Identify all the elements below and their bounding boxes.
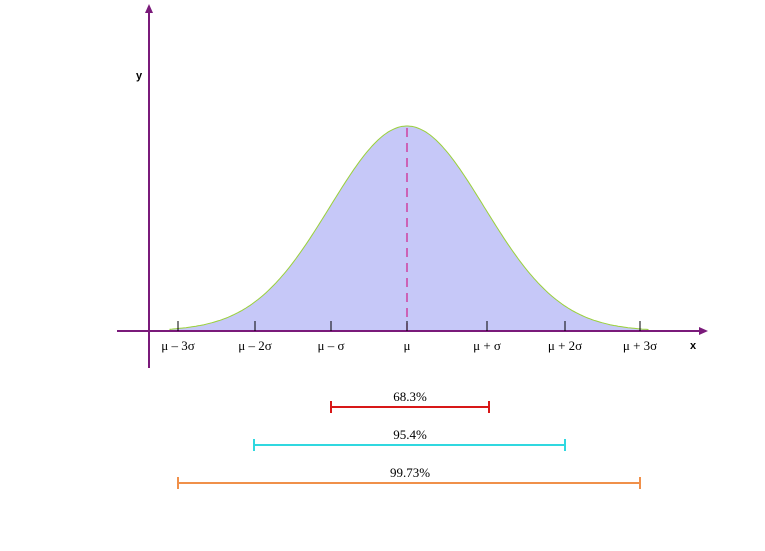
- x-tick-label: μ + 2σ: [548, 338, 582, 353]
- x-ticks: μ – 3σ μ – 2σ μ – σ μ μ + σ μ + 2σ μ + 3σ: [161, 321, 657, 353]
- x-tick-label: μ – 2σ: [238, 338, 271, 353]
- y-axis-arrow: [145, 4, 153, 13]
- interval-label: 68.3%: [393, 389, 427, 404]
- x-tick-label: μ + σ: [473, 338, 501, 353]
- x-tick-label: μ + 3σ: [623, 338, 657, 353]
- interval-label: 95.4%: [393, 427, 427, 442]
- x-axis-arrow: [699, 327, 708, 335]
- x-tick-label: μ: [404, 338, 411, 353]
- x-tick-label: μ – σ: [318, 338, 345, 353]
- x-tick-label: μ – 3σ: [161, 338, 194, 353]
- y-axis-label: y: [136, 70, 143, 82]
- interval-95: 95.4%: [253, 427, 566, 451]
- interval-label: 99.73%: [390, 465, 430, 480]
- x-axis-label: x: [690, 340, 697, 352]
- interval-99: 99.73%: [177, 465, 641, 489]
- interval-68: 68.3%: [330, 389, 490, 413]
- bell-curve: [169, 125, 649, 332]
